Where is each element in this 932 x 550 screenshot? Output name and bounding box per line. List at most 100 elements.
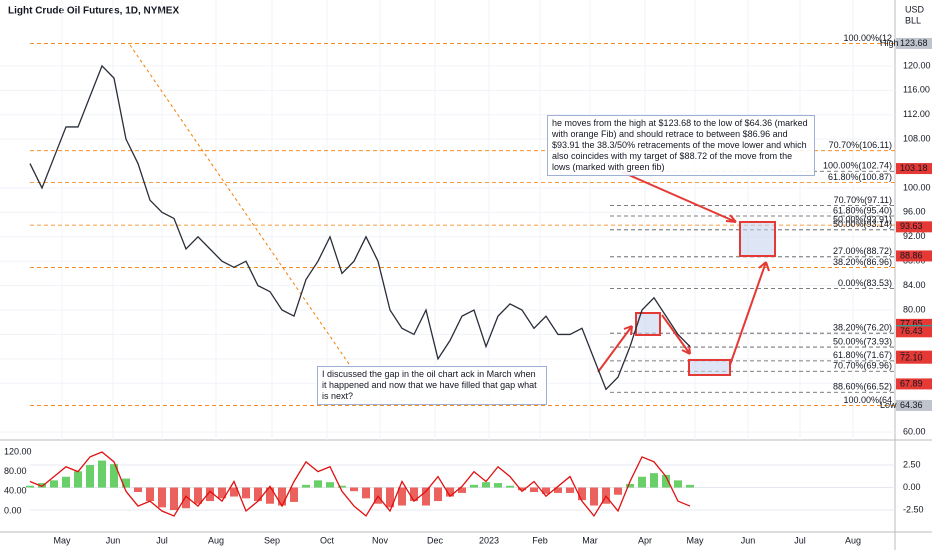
currency: USD: [905, 4, 925, 14]
price-tag-label: 77.65: [900, 319, 923, 329]
price-tag: [896, 221, 932, 233]
fib-label: 70.70%(97.11): [834, 195, 892, 205]
price-line: [29, 64, 691, 391]
histogram-bar: [242, 487, 250, 499]
y-tick-label: 84.00: [903, 280, 926, 290]
histogram-bar: [230, 487, 238, 497]
y-tick-label: 60.00: [903, 426, 926, 436]
histogram-bar: [290, 487, 298, 502]
fib-label: 0.00%(83.53): [838, 278, 892, 288]
histogram-bar: [542, 487, 550, 494]
histogram-bar: [662, 474, 670, 488]
histogram-bar: [218, 487, 226, 499]
y-tick-label: 40.00: [4, 486, 27, 496]
fib-label: 61.80%(100.87): [828, 172, 892, 182]
y-tick-label: 92.00: [903, 231, 926, 241]
fib-label: 100.00%(102.74): [823, 161, 892, 171]
y-tick-label: 120.00: [4, 446, 32, 456]
histogram-bar: [326, 482, 334, 488]
x-tick-label: Apr: [638, 535, 652, 545]
histogram-bar: [494, 483, 502, 488]
y2-tick-label: 0.00: [903, 482, 921, 492]
fib-label: 50.00%(93.91): [833, 215, 892, 225]
histogram-bar: [338, 485, 346, 488]
x-tick-label: Dec: [427, 535, 444, 545]
y2-tick-label: -2.50: [903, 504, 924, 514]
price-tag-label: 88.86: [900, 250, 923, 260]
y-tick-label: 108.00: [903, 134, 931, 144]
annotation: he moves from the high at $123.68 to the…: [547, 115, 815, 176]
histogram-bar: [146, 487, 154, 502]
price-tag: [896, 326, 932, 338]
histogram-bar: [98, 460, 106, 488]
fib-label: 61.80%(71.67): [833, 350, 892, 360]
histogram-bar: [410, 487, 418, 502]
histogram-bar: [158, 487, 166, 508]
price-tag-label: 123.68: [900, 38, 928, 48]
histogram-bar: [578, 487, 586, 501]
histogram-bar: [26, 485, 34, 488]
chart-title: Light Crude Oil Futures, 1D, NYMEX: [8, 6, 179, 17]
histogram-bar: [554, 487, 562, 493]
histogram-bar: [38, 483, 46, 488]
y-tick-label: 112.00: [903, 109, 930, 119]
x-tick-label: Oct: [320, 535, 335, 545]
histogram-bar: [386, 487, 394, 508]
fib-label: 88.60%(66.52): [833, 382, 892, 392]
price-tag: [896, 318, 932, 330]
price-tag: [896, 163, 932, 175]
histogram-bar: [50, 480, 58, 488]
price-tag-label: 64.36: [900, 400, 923, 410]
histogram-bar: [206, 487, 214, 502]
histogram-bar: [638, 476, 646, 488]
x-tick-label: May: [53, 535, 71, 545]
y-tick-label: 116.00: [903, 85, 930, 95]
pullback-box: [688, 359, 731, 376]
price-tag: [896, 378, 932, 390]
histogram-bar: [686, 484, 694, 488]
histogram-bar: [470, 484, 478, 488]
histogram-bar: [122, 478, 130, 488]
x-tick-label: Jul: [794, 535, 806, 545]
histogram-bar: [182, 487, 190, 509]
fib-label: 27.00%(88.72): [833, 246, 892, 256]
y-tick-label: 80.00: [903, 304, 926, 314]
histogram-bar: [530, 487, 538, 493]
x-tick-label: Aug: [845, 535, 861, 545]
histogram-bar: [446, 487, 454, 497]
target-box: [739, 221, 776, 257]
price-tag: [896, 352, 932, 364]
histogram-bar: [134, 487, 142, 493]
fib-label: 50.00%(93.14): [833, 219, 892, 229]
histogram-bar: [674, 480, 682, 488]
fib-label: 38.20%(86.96): [833, 257, 892, 267]
histogram-bar: [62, 476, 70, 488]
oscillator-line: [29, 451, 691, 518]
histogram-bar: [278, 487, 286, 506]
unit: BLL: [905, 15, 921, 25]
x-tick-label: Jun: [741, 535, 756, 545]
histogram-bar: [110, 464, 118, 488]
y-tick-label: 96.00: [903, 207, 926, 217]
histogram-bar: [86, 465, 94, 488]
price-tag: [896, 250, 932, 262]
histogram-bar: [362, 487, 370, 499]
y-tick-label: 100.00: [903, 182, 931, 192]
fib-label: 100.00%(12: [843, 33, 892, 43]
drawings: [129, 44, 776, 381]
x-tick-label: Jun: [106, 535, 121, 545]
fib-label: 38.20%(76.20): [833, 323, 892, 333]
y-tick-label: 0.00: [4, 505, 22, 515]
histogram-bar: [302, 484, 310, 488]
x-tick-label: Sep: [264, 535, 280, 545]
histogram-bar: [614, 487, 622, 495]
histogram-bar: [590, 487, 598, 506]
histogram-bar: [254, 487, 262, 502]
x-tick-label: 2023: [479, 535, 499, 545]
histogram-bar: [350, 487, 358, 492]
x-tick-label: May: [686, 535, 704, 545]
price-tag-label: 93.63: [900, 221, 923, 231]
histogram-bar: [518, 487, 526, 491]
